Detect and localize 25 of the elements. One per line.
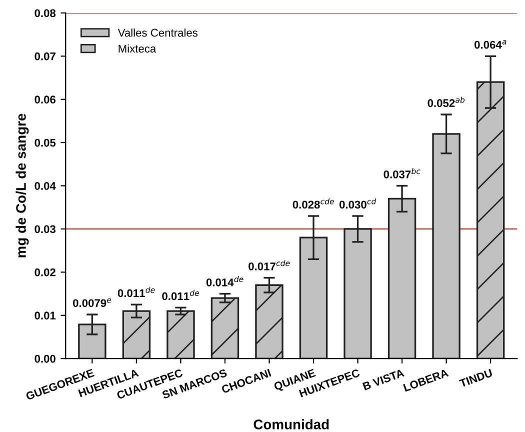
data-label: 0.030$^{cd}$ [339, 198, 376, 209]
y-tick-label: 0.05 [34, 138, 56, 147]
data-label: 0.064$^{a}$ [474, 40, 506, 49]
y-tick-label: 0.07 [34, 52, 56, 60]
data-label: 0.0079$^{e}$ [73, 298, 112, 308]
x-axis-title: Comunidad [254, 419, 329, 430]
data-label: 0.017$^{cde}$ [248, 260, 290, 270]
legend-label: Valles Centrales [118, 28, 198, 37]
y-tick-label: 0.01 [34, 312, 56, 320]
y-axis-title: mg de Co/L de sangre [16, 114, 29, 258]
y-tick-label: 0.02 [34, 268, 56, 276]
data-label: 0.011$^{de}$ [162, 290, 199, 300]
data-label: 0.014$^{de}$ [206, 276, 244, 286]
y-tick-label: 0.04 [34, 182, 56, 190]
y-tick-label: 0.06 [34, 96, 56, 104]
x-tick-label: TINDU [458, 368, 493, 388]
data-label: 0.028$^{cde}$ [292, 198, 334, 209]
y-tick-label: 0.00 [34, 354, 56, 363]
data-label: 0.037$^{bc}$ [384, 168, 420, 178]
data-label: 0.011$^{de}$ [118, 286, 155, 298]
x-tick-label: B VISTA [362, 368, 405, 390]
y-tick-label: 0.08 [34, 9, 56, 18]
legend-label: Mixteca [118, 44, 156, 53]
y-tick-label: 0.03 [34, 225, 56, 234]
data-label: 0.052$^{ab}$ [428, 96, 465, 108]
